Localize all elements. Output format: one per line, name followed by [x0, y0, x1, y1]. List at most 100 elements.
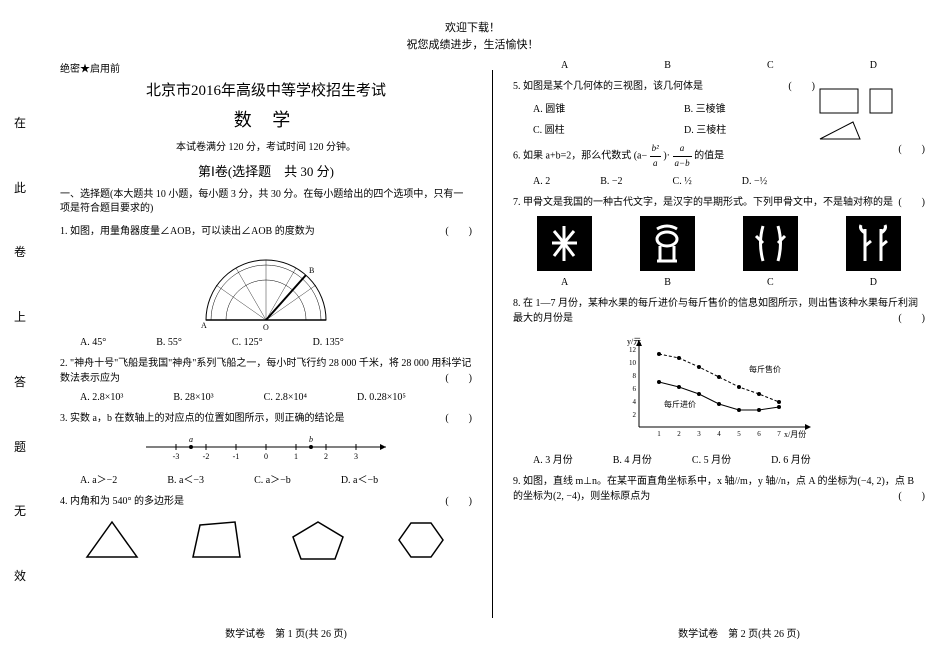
- q1-opt-a: A. 45°: [80, 337, 106, 348]
- label-d: D: [870, 277, 877, 288]
- question-8: 8. 在 1—7 月份，某种水果的每斤进价与每斤售价的信息如图所示，则出售该种水…: [513, 296, 925, 326]
- svg-text:2: 2: [633, 411, 637, 419]
- svg-text:3: 3: [354, 452, 358, 461]
- q5-opt-d: D. 三棱柱: [664, 121, 815, 136]
- svg-text:-1: -1: [233, 452, 240, 461]
- q2-opt-b: B. 28×10³: [173, 392, 213, 403]
- svg-text:b: b: [309, 435, 313, 444]
- svg-text:12: 12: [629, 346, 637, 354]
- q8-options: A. 3 月份 B. 4 月份 C. 5 月份 D. 6 月份: [513, 451, 925, 466]
- svg-text:2: 2: [677, 430, 681, 438]
- svg-text:7: 7: [777, 430, 781, 438]
- svg-text:5: 5: [737, 430, 741, 438]
- q2-opt-d: D. 0.28×10⁵: [357, 392, 406, 403]
- svg-text:-2: -2: [203, 452, 210, 461]
- svg-text:0: 0: [264, 452, 268, 461]
- triangle-icon: [82, 517, 142, 562]
- margin-char: 无: [14, 502, 26, 519]
- q6-opt-c: C. ½: [673, 176, 692, 187]
- q5-opt-a: A. 圆锥: [513, 100, 664, 115]
- q1-opt-c: C. 125°: [232, 337, 263, 348]
- q1-text: 1. 如图，用量角器度量∠AOB，可以读出∠AOB 的度数为: [60, 226, 315, 237]
- margin-char: 题: [14, 438, 26, 455]
- q3-blank: ( ): [445, 411, 472, 426]
- svg-text:-3: -3: [173, 452, 180, 461]
- oracle-bone-glyphs: [513, 216, 925, 271]
- label-a: A: [561, 277, 568, 288]
- exam-info: 本试卷满分 120 分，考试时间 120 分钟。: [60, 138, 472, 153]
- q8-text: 8. 在 1—7 月份，某种水果的每斤进价与每斤售价的信息如图所示，则出售该种水…: [513, 298, 918, 324]
- q1-options: A. 45° B. 55° C. 125° D. 135°: [60, 337, 472, 348]
- section-title: 第Ⅰ卷(选择题 共 30 分): [60, 161, 472, 180]
- left-column: 绝密★启用前 北京市2016年高级中等学校招生考试 数 学 本试卷满分 120 …: [40, 60, 492, 648]
- q7-text: 7. 甲骨文是我国的一种古代文字，是汉字的早期形式。下列甲骨文中，不是轴对称的是: [513, 197, 893, 208]
- svg-text:每斤进价: 每斤进价: [664, 399, 696, 409]
- q5-opt-b: B. 三棱锥: [664, 100, 815, 115]
- q5-options: A. 圆锥 B. 三棱锥: [513, 100, 815, 115]
- question-5: 5. 如图是某个几何体的三视图，该几何体是 ( ): [513, 79, 815, 94]
- q9-blank: ( ): [898, 489, 925, 504]
- svg-text:每斤售价: 每斤售价: [749, 364, 781, 374]
- question-4: 4. 内角和为 540° 的多边形是 ( ): [60, 494, 472, 509]
- quadrilateral-icon: [185, 517, 245, 562]
- right-footer: 数学试卷 第 2 页(共 26 页): [513, 625, 945, 640]
- margin-char: 此: [14, 179, 26, 196]
- glyph-c: [743, 216, 798, 271]
- svg-text:2: 2: [324, 452, 328, 461]
- svg-text:6: 6: [757, 430, 761, 438]
- svg-text:y/元: y/元: [627, 337, 641, 346]
- q9-text: 9. 如图，直线 m⊥n。在某平面直角坐标系中，x 轴//m，y 轴//n，点 …: [513, 476, 914, 502]
- label-b: B: [664, 60, 671, 71]
- question-3: 3. 实数 a，b 在数轴上的对应点的位置如图所示，则正确的结论是 ( ): [60, 411, 472, 426]
- hexagon-icon: [391, 517, 451, 562]
- glyph-a: [537, 216, 592, 271]
- q5-blank: ( ): [788, 79, 815, 94]
- svg-text:10: 10: [629, 359, 637, 367]
- q6-mid: )·: [663, 150, 670, 161]
- margin-char: 上: [14, 308, 26, 325]
- content-columns: 在 此 卷 上 答 题 无 效 绝密★启用前 北京市2016年高级中等学校招生考…: [0, 60, 945, 648]
- glyph-b: [640, 216, 695, 271]
- q1-blank: ( ): [445, 224, 472, 239]
- q6-frac1: b²a: [650, 142, 661, 170]
- q4-option-labels: A B C D: [513, 60, 925, 71]
- q6-opt-a: A. 2: [533, 176, 550, 187]
- svg-text:6: 6: [633, 385, 637, 393]
- label-b: B: [664, 277, 671, 288]
- q4-blank: ( ): [445, 494, 472, 509]
- q2-text: 2. "神舟十号"飞船是我国"神舟"系列飞船之一，每小时飞行约 28 000 千…: [60, 358, 471, 384]
- q3-opt-c: C. a＞−b: [254, 471, 291, 486]
- margin-char: 答: [14, 373, 26, 390]
- q8-opt-d: D. 6 月份: [771, 451, 811, 466]
- header-line1: 欢迎下载！: [0, 20, 945, 37]
- svg-text:1: 1: [657, 430, 661, 438]
- question-9: 9. 如图，直线 m⊥n。在某平面直角坐标系中，x 轴//m，y 轴//n，点 …: [513, 474, 925, 504]
- svg-text:A: A: [201, 321, 207, 330]
- question-5-row: 5. 如图是某个几何体的三视图，该几何体是 ( ) A. 圆锥 B. 三棱锥 C…: [513, 79, 925, 142]
- q2-options: A. 2.8×10³ B. 28×10³ C. 2.8×10⁴ D. 0.28×…: [60, 392, 472, 403]
- q2-opt-a: A. 2.8×10³: [80, 392, 123, 403]
- question-6: 6. 如果 a+b=2，那么代数式 (a− b²a )· aa−b 的值是 ( …: [513, 142, 925, 170]
- number-line-icon: -3 -2 -1 0 1 2 3 a b: [136, 432, 396, 462]
- q5-opt-c: C. 圆柱: [513, 121, 664, 136]
- q6-pre: 6. 如果 a+b=2，那么代数式 (a−: [513, 150, 647, 161]
- q8-opt-c: C. 5 月份: [692, 451, 731, 466]
- q5-text: 5. 如图是某个几何体的三视图，该几何体是: [513, 81, 703, 92]
- svg-text:B: B: [309, 266, 314, 275]
- svg-text:4: 4: [633, 398, 637, 406]
- section-instruction: 一、选择题(本大题共 10 小题，每小题 3 分，共 30 分。在每小题给出的四…: [60, 188, 472, 216]
- q6-opt-d: D. −½: [742, 176, 767, 187]
- right-column: A B C D 5. 如图是某个几何体的三视图，该几何体是 ( ) A. 圆锥 …: [493, 60, 945, 648]
- q3-opt-b: B. a＜−3: [167, 471, 204, 486]
- q2-opt-c: C. 2.8×10⁴: [264, 392, 307, 403]
- svg-text:O: O: [263, 323, 269, 330]
- q7-blank: ( ): [898, 195, 925, 210]
- price-chart: y/元 x/月份 1 2 3 4 5 6 7 2 4 6 8 10 1: [513, 332, 925, 445]
- three-view-figure: [815, 79, 925, 142]
- question-7: 7. 甲骨文是我国的一种古代文字，是汉字的早期形式。下列甲骨文中，不是轴对称的是…: [513, 195, 925, 210]
- margin-char: 在: [14, 114, 26, 131]
- label-c: C: [767, 60, 774, 71]
- q3-opt-d: D. a＜−b: [341, 471, 378, 486]
- svg-text:1: 1: [294, 452, 298, 461]
- pentagon-icon: [288, 517, 348, 562]
